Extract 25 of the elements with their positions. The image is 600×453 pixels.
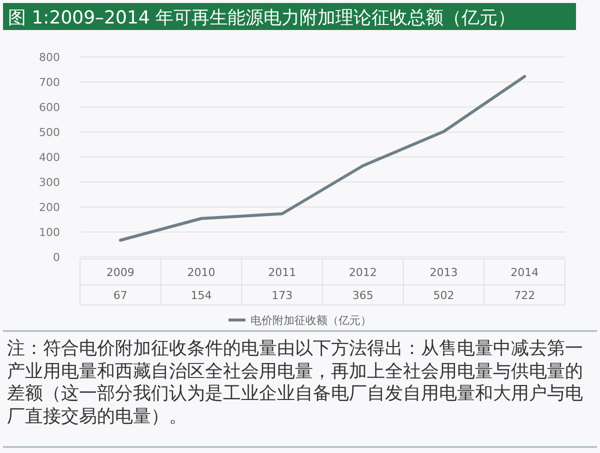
data-label: 502: [433, 289, 454, 302]
x-tick-label: 2012: [348, 266, 377, 279]
x-tick-label: 2014: [510, 266, 539, 279]
line-series: [118, 75, 526, 242]
chart-title: 图 1:2009–2014 年可再生能源电力附加理论征收总额（亿元）: [8, 8, 516, 28]
y-tick-label: 500: [39, 126, 60, 139]
y-tick-label: 800: [39, 51, 60, 64]
y-tick-label: 600: [39, 101, 60, 114]
x-tick-label: 2013: [430, 266, 458, 279]
y-tick-label: 700: [39, 76, 60, 89]
data-label: 722: [514, 289, 536, 302]
text: 注：符合电价附加征收条件的电量由以下方法得出：从售电量中减去第一产业用电量和西藏自治区全社会用电量，再加上全社会用电量与供电量的差额（这一部分我们认为是工业企业自备电厂自发自用电量和大用户与电厂直接交易的电量）。: [7, 338, 584, 429]
data-label: 173: [272, 289, 293, 302]
x-tick-label: 2009: [106, 266, 134, 279]
x-tick-label: 2011: [268, 266, 296, 279]
data-label: 67: [113, 289, 128, 302]
y-tick-label: 400: [39, 151, 60, 164]
y-tick-label: 100: [39, 226, 60, 239]
data-label: 365: [352, 289, 374, 302]
x-tick-label: 2010: [187, 266, 216, 279]
legend-label: 电价附加征收额（亿元）: [250, 314, 372, 327]
data-label: 154: [190, 289, 212, 302]
y-tick-label: 0: [53, 251, 60, 264]
y-tick-label: 300: [39, 176, 60, 189]
y-tick-label: 200: [39, 201, 60, 214]
